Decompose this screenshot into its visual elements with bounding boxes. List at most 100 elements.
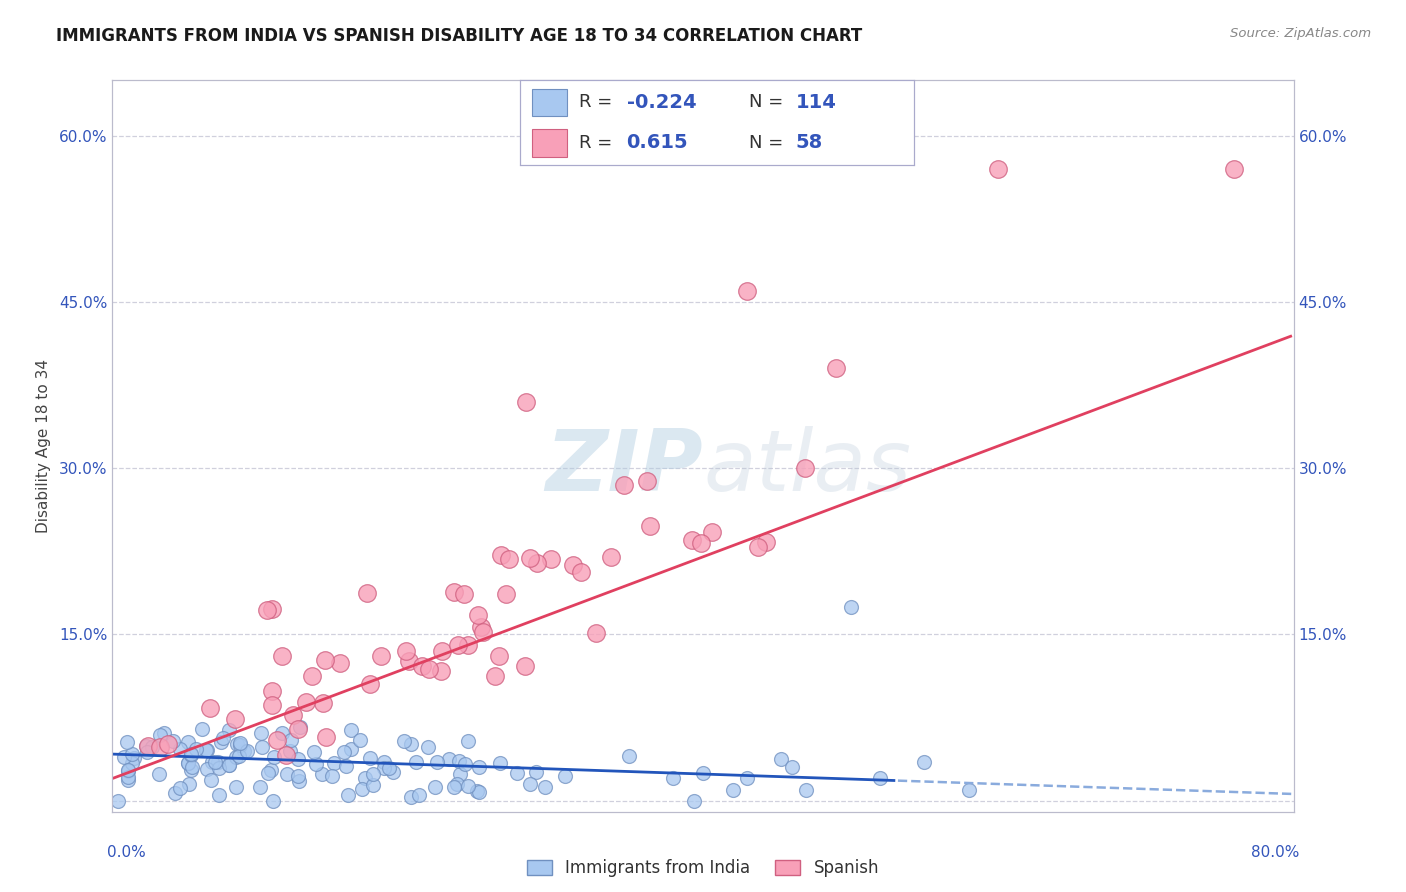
Point (515, 394, 537, 409)
Legend: Immigrants from India, Spanish: Immigrants from India, Spanish (520, 853, 886, 884)
Point (457, 780, 479, 794)
Point (636, 475, 658, 489)
Text: R =: R = (579, 94, 613, 112)
Point (453, 587, 475, 601)
FancyBboxPatch shape (531, 129, 568, 157)
Point (780, 760, 803, 774)
Point (271, 726, 294, 740)
Point (257, 765, 280, 780)
Point (447, 754, 470, 768)
Point (262, 794, 284, 808)
Point (200, 773, 222, 788)
Point (370, 649, 392, 664)
Point (322, 756, 344, 770)
Text: N =: N = (748, 134, 783, 152)
Point (276, 766, 298, 780)
Point (794, 460, 817, 475)
Point (333, 745, 356, 759)
Point (229, 736, 252, 750)
Point (519, 550, 541, 565)
Text: N =: N = (748, 94, 783, 112)
Point (354, 771, 377, 785)
Point (295, 695, 318, 709)
Point (690, 535, 713, 549)
Point (470, 620, 492, 634)
Point (755, 535, 778, 549)
Point (519, 777, 541, 791)
Point (468, 759, 491, 773)
Point (281, 708, 304, 723)
Point (692, 766, 714, 780)
Point (278, 744, 301, 758)
Point (195, 762, 218, 776)
Point (447, 639, 470, 653)
Point (426, 755, 449, 769)
Text: ZIP: ZIP (546, 426, 703, 509)
Point (287, 751, 309, 765)
Point (135, 745, 157, 759)
Point (229, 738, 252, 752)
Point (169, 781, 191, 796)
Text: Source: ZipAtlas.com: Source: ZipAtlas.com (1230, 27, 1371, 40)
Point (562, 558, 585, 573)
Point (305, 757, 328, 772)
Point (149, 740, 172, 755)
Point (117, 764, 139, 778)
Point (721, 782, 744, 797)
Point (180, 747, 202, 761)
Point (312, 697, 335, 711)
Point (287, 769, 309, 783)
Point (224, 712, 246, 726)
Point (121, 756, 143, 771)
Point (505, 766, 527, 780)
Point (638, 519, 661, 533)
Point (340, 742, 363, 756)
Point (112, 750, 135, 764)
Point (233, 744, 256, 758)
Point (350, 782, 373, 797)
Point (208, 761, 231, 775)
Point (770, 752, 793, 766)
Point (683, 794, 706, 808)
Point (207, 788, 229, 802)
Point (987, 161, 1010, 176)
Point (194, 743, 217, 757)
Point (540, 551, 562, 566)
Point (619, 749, 641, 764)
Point (218, 723, 240, 738)
Point (117, 770, 139, 784)
Point (378, 762, 401, 776)
Point (395, 644, 418, 658)
Point (472, 625, 495, 640)
Point (250, 726, 273, 740)
Point (457, 638, 479, 652)
Point (180, 747, 202, 762)
Text: IMMIGRANTS FROM INDIA VS SPANISH DISABILITY AGE 18 TO 34 CORRELATION CHART: IMMIGRANTS FROM INDIA VS SPANISH DISABIL… (56, 27, 862, 45)
Point (177, 777, 200, 791)
Point (411, 659, 433, 673)
Point (737, 284, 759, 298)
Point (107, 794, 129, 808)
Point (149, 728, 172, 742)
Point (600, 550, 623, 565)
Point (228, 749, 250, 764)
Point (702, 524, 724, 539)
Point (356, 585, 378, 599)
Point (218, 757, 240, 772)
Point (418, 662, 440, 676)
Point (839, 599, 862, 614)
Point (136, 739, 159, 753)
Point (443, 780, 465, 794)
Text: 80.0%: 80.0% (1251, 845, 1299, 860)
Point (117, 764, 139, 779)
Point (195, 743, 218, 757)
Point (201, 756, 224, 770)
Point (141, 739, 163, 754)
Point (122, 751, 145, 765)
Point (153, 726, 176, 740)
Point (260, 763, 283, 777)
Point (177, 735, 200, 749)
Point (824, 361, 846, 376)
Point (250, 740, 273, 755)
Point (468, 785, 491, 799)
